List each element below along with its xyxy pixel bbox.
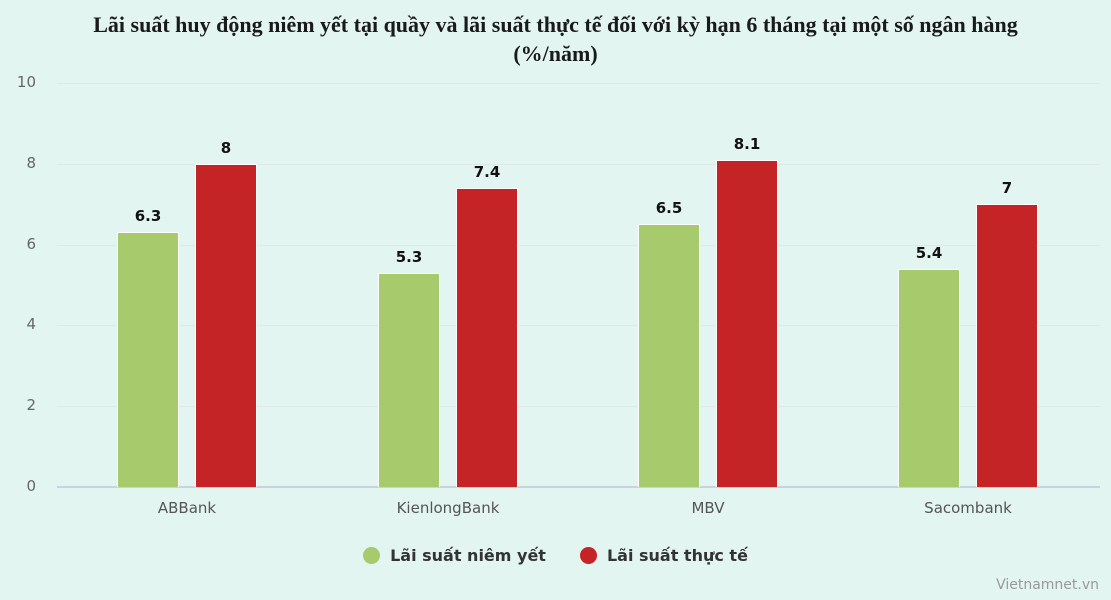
data-label: 7 xyxy=(1001,179,1013,198)
legend-label-listed: Lãi suất niêm yết xyxy=(390,546,546,565)
bar-listed-sacombank[interactable] xyxy=(898,268,960,487)
data-label: 7.4 xyxy=(473,163,501,182)
data-label: 8.1 xyxy=(733,134,761,153)
legend-item-actual[interactable]: Lãi suất thực tế xyxy=(579,546,748,565)
data-label: 5.4 xyxy=(915,243,943,262)
y-tick-label: 2 xyxy=(26,396,36,415)
gridline xyxy=(57,245,1100,246)
gridline xyxy=(57,406,1100,407)
bar-listed-kienlongbank[interactable] xyxy=(378,272,440,487)
chart-title: Lãi suất huy động niêm yết tại quầy và l… xyxy=(0,10,1111,68)
legend-item-listed[interactable]: Lãi suất niêm yết xyxy=(363,546,546,565)
y-tick-label: 0 xyxy=(26,477,36,495)
data-label: 8 xyxy=(220,138,232,157)
legend-dot-actual-icon xyxy=(579,547,597,564)
y-tick-label: 6 xyxy=(26,234,36,253)
y-tick-label: 4 xyxy=(26,315,36,334)
bar-listed-abbank[interactable] xyxy=(117,232,179,487)
y-tick-label: 8 xyxy=(26,153,36,172)
data-label: 6.5 xyxy=(655,199,683,218)
x-axis-line xyxy=(57,486,1100,488)
legend-label-actual: Lãi suất thực tế xyxy=(606,546,748,565)
x-axis-label: Sacombank xyxy=(924,499,1012,517)
bar-actual-abbank[interactable] xyxy=(195,163,257,487)
gridline xyxy=(57,83,1100,84)
bar-actual-kienlongbank[interactable] xyxy=(456,188,518,487)
x-axis-label: ABBank xyxy=(157,499,217,517)
chart-title-line2: (%/năm) xyxy=(513,41,598,66)
bar-listed-mbv[interactable] xyxy=(638,224,700,487)
x-axis-label: KienlongBank xyxy=(396,499,500,517)
y-tick-label: 10 xyxy=(16,73,36,91)
bar-actual-mbv[interactable] xyxy=(716,159,778,487)
x-axis-label: MBV xyxy=(691,499,725,517)
data-label: 5.3 xyxy=(395,247,423,266)
legend: Lãi suất niêm yết Lãi suất thực tế xyxy=(0,546,1111,565)
gridline xyxy=(57,325,1100,326)
gridline xyxy=(57,164,1100,165)
source-credit: Vietnamnet.vn xyxy=(996,577,1099,593)
chart-title-line1: Lãi suất huy động niêm yết tại quầy và l… xyxy=(93,12,1018,37)
legend-dot-listed-icon xyxy=(363,547,381,564)
bar-actual-sacombank[interactable] xyxy=(976,204,1038,487)
data-label: 6.3 xyxy=(134,207,162,226)
